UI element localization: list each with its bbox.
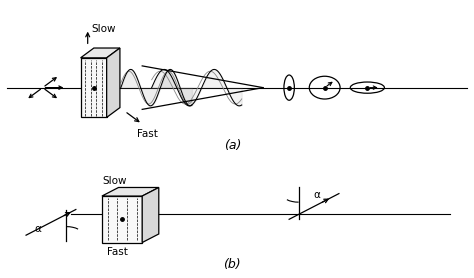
Text: Slow: Slow bbox=[91, 24, 116, 34]
Text: (a): (a) bbox=[224, 140, 241, 152]
Polygon shape bbox=[102, 187, 159, 196]
Text: Fast: Fast bbox=[107, 247, 128, 257]
Text: α: α bbox=[35, 224, 41, 234]
Polygon shape bbox=[81, 48, 120, 58]
Polygon shape bbox=[107, 48, 120, 117]
Text: Slow: Slow bbox=[102, 176, 127, 186]
Polygon shape bbox=[102, 196, 142, 242]
Polygon shape bbox=[142, 187, 159, 242]
Text: Fast: Fast bbox=[137, 129, 157, 139]
Polygon shape bbox=[81, 58, 107, 117]
Text: α: α bbox=[313, 190, 320, 200]
Text: (b): (b) bbox=[223, 258, 241, 271]
